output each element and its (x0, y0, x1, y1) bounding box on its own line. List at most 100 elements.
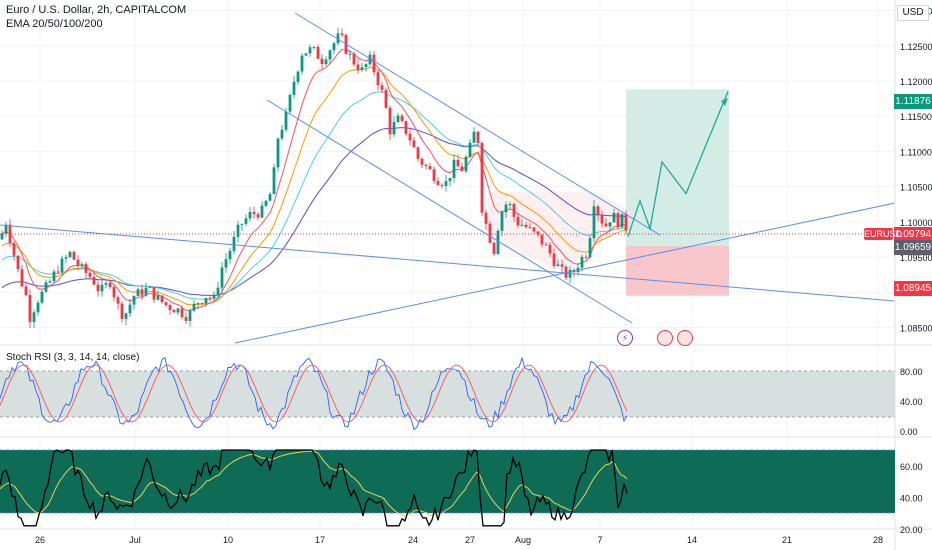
stoch-rsi-title: Stoch RSI (3, 3, 14, 14, close) (6, 352, 140, 363)
candle-body (188, 310, 192, 321)
us-flag-icon-2[interactable] (677, 330, 693, 346)
candle-body (428, 166, 432, 170)
candle-body (280, 129, 284, 139)
candle-body (60, 258, 64, 273)
candle-body (444, 181, 448, 186)
channel-lower-trendline (266, 99, 633, 324)
candle-body (256, 214, 260, 218)
candle-body (596, 206, 600, 216)
chart-title: Euro / U.S. Dollar, 2h, CAPITALCOM (6, 4, 187, 16)
candle-body (116, 297, 120, 304)
price-tick-label: 1.11500 (900, 112, 932, 122)
target-zone (626, 89, 729, 246)
candle-body (52, 271, 56, 282)
candle-body (584, 256, 588, 258)
indicator-legend: EMA 20/50/100/200 (6, 18, 103, 30)
candle-body (76, 259, 80, 266)
candle-body (356, 64, 360, 71)
time-tick-label: 10 (223, 535, 233, 545)
candle-body (180, 308, 184, 318)
price-tick-label: 1.12000 (900, 77, 932, 87)
candle-body (468, 142, 472, 157)
time-tick-label: 17 (315, 535, 325, 545)
candle-body (272, 167, 276, 195)
candle-body (292, 81, 296, 95)
time-tick-label: 26 (35, 535, 45, 545)
candle-body (24, 286, 28, 296)
candle-body (44, 282, 48, 292)
candle-body (284, 111, 288, 130)
price-tick-label: 1.12500 (900, 42, 932, 52)
us-flag-icon[interactable] (657, 330, 673, 346)
candle-body (220, 267, 224, 288)
candle-body (604, 223, 608, 227)
candle-body (172, 310, 176, 313)
stoch-tick-label: 0.00 (900, 427, 918, 437)
candle-body (124, 313, 128, 319)
candle-body (388, 107, 392, 135)
candle-body (532, 227, 536, 232)
candle-body (4, 224, 8, 234)
candle-body (8, 224, 12, 243)
candle-body (312, 46, 316, 48)
candle-body (624, 213, 628, 231)
candle-body (168, 304, 172, 311)
ema-50-line (1, 66, 626, 306)
candle-body (420, 158, 424, 165)
candle-body (316, 46, 320, 59)
candle-body (456, 159, 460, 167)
candle-body (164, 302, 168, 305)
candle-body (432, 169, 436, 181)
time-tick-label: 21 (782, 535, 792, 545)
candle-body (440, 185, 444, 187)
candle-body (448, 178, 452, 182)
candle-body (412, 140, 416, 148)
candle-body (484, 212, 488, 224)
stoch-tick-label: 40.00 (900, 397, 923, 407)
candle-body (548, 244, 552, 254)
candle-body (600, 215, 604, 224)
candle-body (588, 238, 592, 258)
candle-body (464, 156, 468, 172)
candle-body (200, 302, 204, 304)
candle-body (136, 289, 140, 297)
candle-body (72, 251, 76, 260)
candle-body (0, 233, 4, 240)
candle-body (552, 253, 556, 266)
candle-body (408, 133, 412, 141)
stoch-d-line (0, 364, 628, 423)
projection-arrowhead (721, 98, 728, 106)
candle-body (304, 53, 308, 56)
price-tick-label: 1.08500 (900, 323, 932, 333)
rsi-tick-label: 40.00 (900, 493, 923, 503)
time-tick-label: Jul (129, 535, 141, 545)
price-tick-label: 1.10500 (900, 183, 932, 193)
candle-body (556, 264, 560, 266)
rsi-axis: 60.00 40.00 20.00 (900, 462, 923, 535)
rsi-tick-label: 20.00 (900, 525, 923, 535)
rsi-line (0, 449, 628, 527)
currency-selector[interactable]: USD (897, 5, 929, 21)
lightning-event-icon[interactable]: ⚡ (617, 330, 633, 346)
stoch-band (0, 371, 895, 417)
candle-body (20, 269, 24, 287)
candle-body (240, 223, 244, 225)
candle-body (392, 122, 396, 135)
candle-body (376, 72, 380, 86)
time-axis: 26 Jul 10 17 24 27 Aug 7 14 21 28 (35, 535, 883, 545)
candle-body (104, 283, 108, 285)
stop-zone (626, 245, 729, 296)
candle-body (384, 89, 388, 108)
candle-body (416, 147, 420, 159)
candle-body (496, 230, 500, 254)
candle-body (348, 53, 352, 55)
time-tick-label: 7 (597, 535, 602, 545)
candle-body (192, 303, 196, 311)
candle-body (232, 236, 236, 251)
candle-body (196, 302, 200, 304)
channel-upper-trendline (294, 12, 661, 236)
candle-body (148, 287, 152, 289)
candle-body (472, 131, 476, 143)
price-tick-label: 1.09500 (900, 253, 932, 263)
